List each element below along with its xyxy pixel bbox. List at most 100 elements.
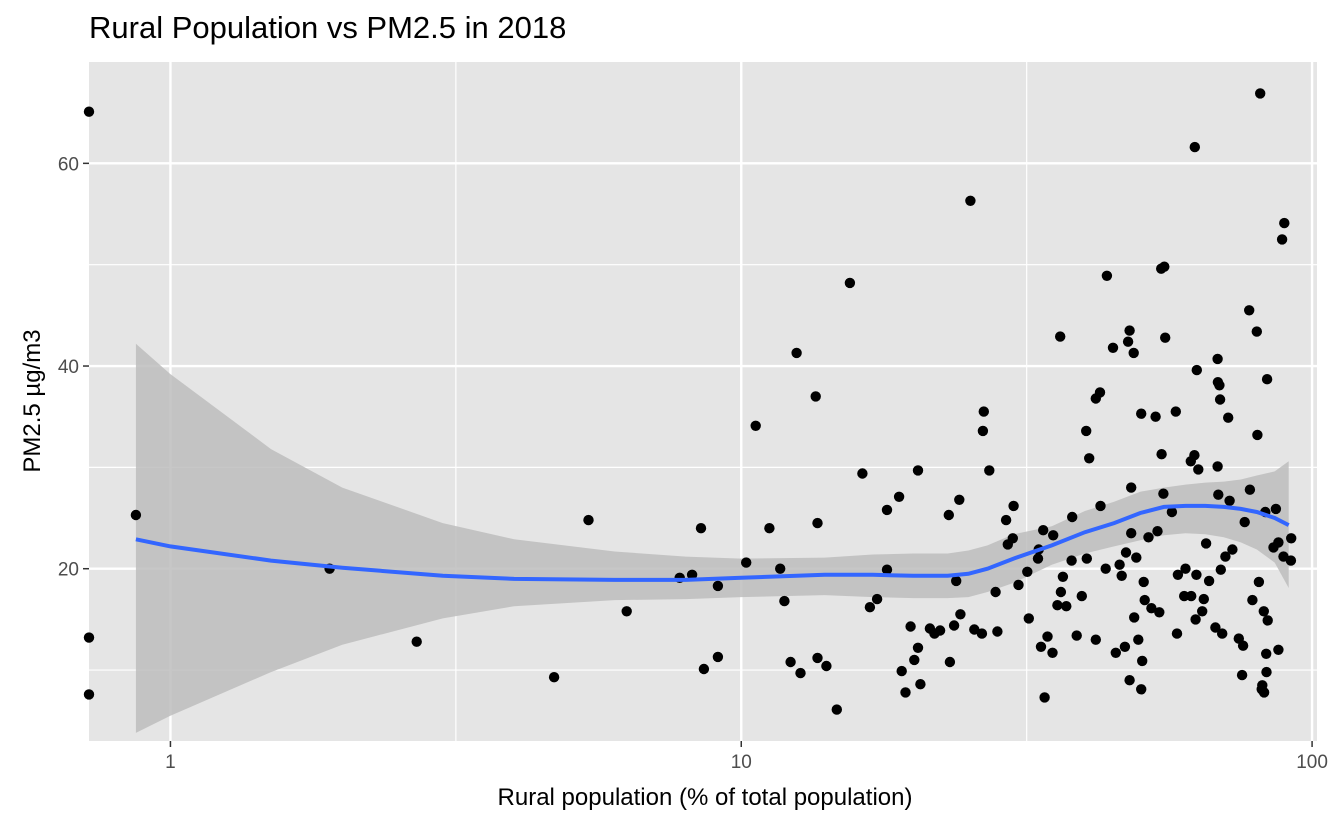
- data-point: [1224, 495, 1235, 506]
- data-point: [785, 656, 796, 668]
- data-point: [1100, 563, 1111, 574]
- data-point: [712, 651, 724, 663]
- data-point: [712, 580, 724, 592]
- data-point: [1038, 525, 1049, 536]
- data-point: [812, 652, 823, 664]
- data-point: [1110, 647, 1122, 658]
- data-point: [83, 106, 95, 117]
- data-point: [1143, 532, 1154, 543]
- data-point: [698, 663, 710, 675]
- data-point: [912, 465, 924, 476]
- data-point: [1193, 464, 1204, 475]
- data-point: [984, 465, 995, 476]
- data-point: [1213, 489, 1224, 500]
- data-point: [1160, 332, 1171, 343]
- data-point: [1212, 353, 1223, 365]
- data-point: [1013, 579, 1024, 591]
- data-point: [990, 586, 1001, 598]
- data-point: [1090, 634, 1102, 645]
- x-axis: 1 10 100: [165, 741, 1328, 773]
- data-point: [1180, 563, 1191, 574]
- data-point: [1032, 553, 1044, 564]
- data-point: [1171, 628, 1183, 639]
- data-point: [992, 626, 1003, 637]
- data-point: [1137, 655, 1148, 667]
- data-point: [1191, 364, 1203, 376]
- data-point: [1261, 666, 1272, 678]
- data-point: [1198, 593, 1210, 605]
- data-point: [1081, 553, 1093, 564]
- smooth-trend-line: [135, 503, 1290, 582]
- data-point: [1197, 606, 1208, 617]
- data-point: [915, 679, 926, 690]
- data-point: [1042, 631, 1053, 642]
- data-point: [1094, 387, 1106, 398]
- data-point: [1159, 261, 1170, 272]
- data-point: [1048, 530, 1059, 541]
- data-point: [1276, 234, 1288, 245]
- data-point: [1156, 449, 1167, 460]
- data-point: [1227, 544, 1238, 555]
- data-point: [1217, 628, 1228, 639]
- data-point: [791, 347, 802, 359]
- data-point: [795, 667, 806, 679]
- data-point: [1239, 516, 1250, 528]
- data-point: [1047, 647, 1058, 658]
- data-point: [1279, 217, 1290, 229]
- data-point: [583, 514, 594, 526]
- data-point: [948, 620, 960, 631]
- data-point: [1244, 305, 1255, 316]
- data-point: [1122, 336, 1134, 347]
- data-point: [976, 628, 988, 639]
- data-point: [1210, 622, 1221, 633]
- data-point: [1007, 533, 1018, 544]
- data-point: [775, 563, 786, 574]
- data-point: [1214, 394, 1226, 405]
- data-points: [83, 88, 1297, 715]
- data-point: [1128, 347, 1139, 359]
- data-point: [1133, 634, 1144, 645]
- data-point: [1061, 601, 1072, 612]
- data-point: [978, 406, 989, 417]
- data-point: [1189, 141, 1201, 153]
- data-point: [1066, 555, 1077, 566]
- y-tick-label: 20: [58, 560, 79, 581]
- data-point: [1067, 511, 1078, 523]
- data-point: [1212, 461, 1223, 472]
- data-point: [1186, 590, 1197, 602]
- data-point: [1107, 342, 1119, 353]
- data-point: [83, 632, 95, 643]
- data-point: [857, 468, 868, 479]
- data-point: [1261, 374, 1273, 385]
- data-point: [1055, 586, 1067, 598]
- data-point: [900, 687, 911, 698]
- data-point: [977, 425, 989, 437]
- x-tick-label: 1: [165, 752, 176, 773]
- data-point: [750, 420, 761, 431]
- confidence-ribbon: [135, 343, 1289, 733]
- y-axis: 20 40 60: [58, 154, 89, 581]
- data-point: [896, 665, 907, 677]
- data-point: [1039, 692, 1050, 703]
- data-point: [621, 606, 632, 617]
- data-point: [1138, 576, 1149, 588]
- data-point: [1114, 559, 1125, 570]
- y-tick-label: 40: [58, 357, 79, 378]
- data-point: [1081, 425, 1092, 437]
- data-point: [893, 491, 905, 502]
- data-point: [1124, 325, 1135, 336]
- data-point: [1084, 453, 1095, 464]
- data-point: [1258, 687, 1270, 698]
- data-point: [944, 656, 956, 668]
- data-point: [905, 621, 916, 632]
- data-point: [1023, 613, 1034, 624]
- data-point: [1172, 569, 1184, 580]
- data-point: [1154, 607, 1165, 618]
- data-point: [955, 609, 966, 620]
- data-point: [871, 593, 883, 605]
- data-point: [1286, 533, 1297, 544]
- data-point: [954, 494, 965, 505]
- data-point: [695, 523, 707, 534]
- data-point: [831, 704, 842, 715]
- data-point: [812, 517, 823, 529]
